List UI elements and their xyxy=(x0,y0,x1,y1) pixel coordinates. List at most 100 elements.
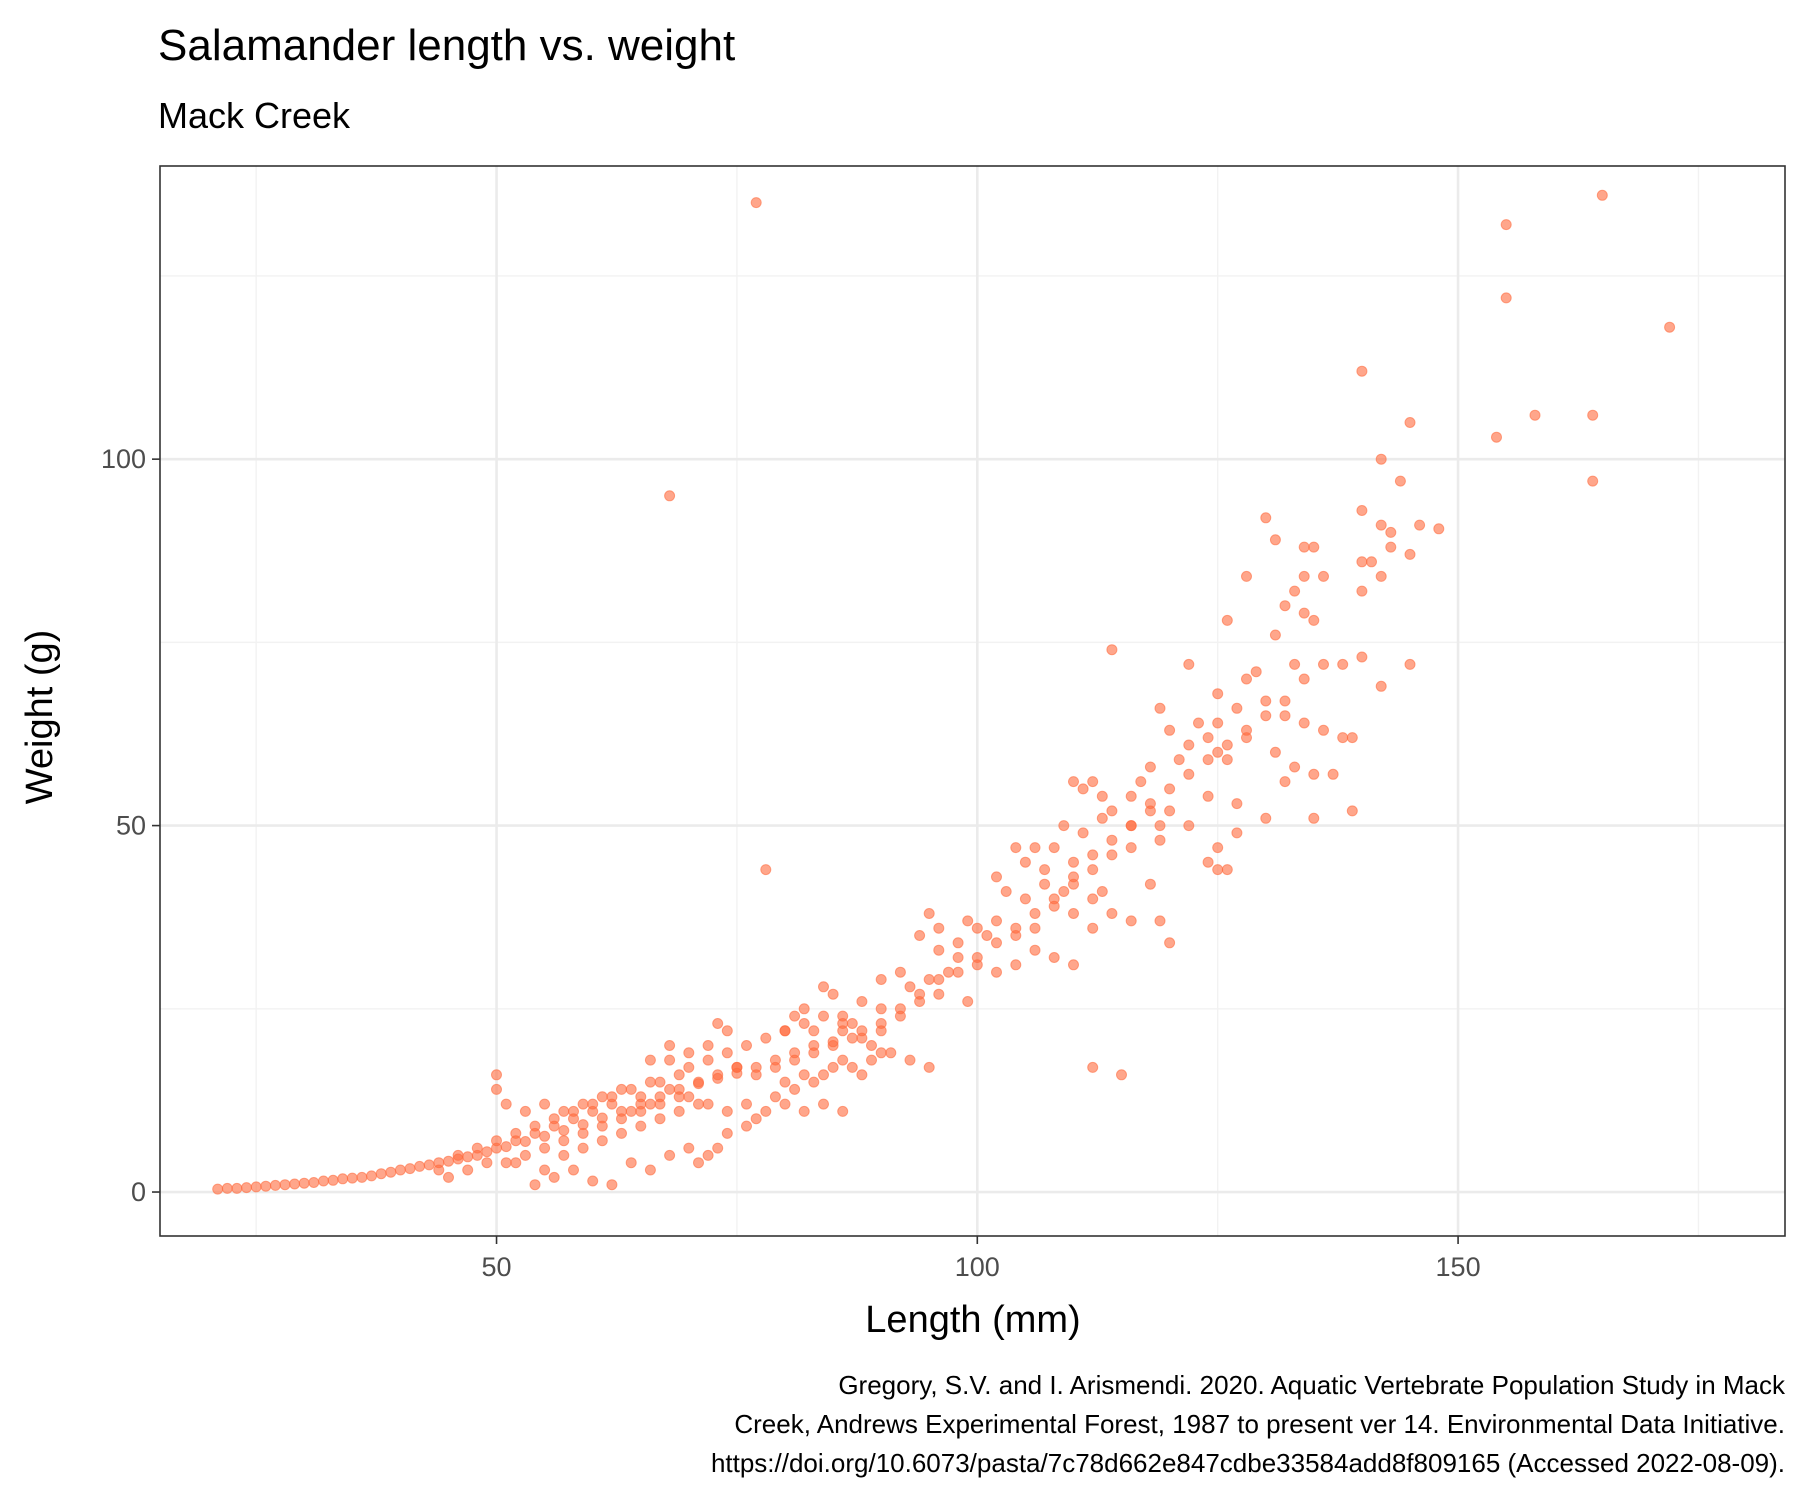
data-point xyxy=(779,1076,791,1088)
data-point xyxy=(1154,820,1166,832)
data-point xyxy=(856,996,868,1007)
data-point xyxy=(635,1120,647,1132)
data-point xyxy=(298,1177,310,1189)
data-point xyxy=(596,1135,608,1147)
data-point xyxy=(683,1142,695,1154)
data-point xyxy=(1433,523,1445,535)
x-axis: 50 100 150 xyxy=(482,1236,1481,1282)
data-point xyxy=(1241,673,1252,685)
data-point xyxy=(1221,754,1233,766)
data-point xyxy=(731,1067,743,1079)
data-point xyxy=(1154,915,1166,927)
data-point xyxy=(1058,886,1070,897)
data-point xyxy=(885,1047,897,1059)
data-point xyxy=(693,1157,704,1169)
data-point xyxy=(712,1142,724,1154)
data-point xyxy=(1125,842,1137,854)
data-point xyxy=(808,1040,820,1051)
data-point xyxy=(289,1178,301,1190)
data-point xyxy=(1202,790,1214,802)
data-point xyxy=(491,1083,502,1095)
data-point xyxy=(914,930,926,941)
data-point xyxy=(1587,409,1599,421)
data-point xyxy=(673,1069,685,1081)
data-point xyxy=(1106,849,1118,861)
data-point xyxy=(798,1003,810,1015)
data-point xyxy=(587,1098,599,1110)
data-point xyxy=(481,1157,493,1169)
data-point xyxy=(250,1181,262,1193)
data-point xyxy=(1260,710,1272,722)
data-point xyxy=(433,1164,445,1176)
data-point xyxy=(1173,754,1185,766)
x-tick-label: 100 xyxy=(955,1252,1000,1282)
data-point xyxy=(991,871,1002,883)
data-point xyxy=(1269,534,1281,546)
data-point xyxy=(664,1040,676,1051)
data-point xyxy=(683,1047,695,1059)
data-point xyxy=(894,1003,906,1015)
data-point xyxy=(923,908,935,919)
data-point xyxy=(702,1054,714,1066)
data-point xyxy=(221,1182,233,1194)
data-point xyxy=(1269,629,1281,641)
data-point xyxy=(231,1182,243,1194)
data-point xyxy=(1202,732,1214,744)
data-point xyxy=(1010,842,1022,854)
data-point xyxy=(1039,864,1051,876)
data-point xyxy=(1087,849,1099,861)
data-point xyxy=(875,1018,887,1029)
data-point xyxy=(683,1061,695,1073)
data-point xyxy=(558,1105,570,1117)
data-point xyxy=(894,966,906,978)
data-point xyxy=(1164,937,1176,949)
data-point xyxy=(1068,856,1079,868)
data-point xyxy=(721,1025,733,1037)
data-point xyxy=(1308,614,1320,626)
data-point xyxy=(1279,695,1291,707)
data-point xyxy=(327,1174,339,1186)
gridlines xyxy=(160,166,1785,1236)
data-point xyxy=(1404,658,1416,670)
data-point xyxy=(904,1054,916,1066)
data-point xyxy=(539,1098,551,1110)
data-point xyxy=(904,981,916,993)
data-point xyxy=(991,966,1002,978)
data-point xyxy=(1664,321,1676,333)
data-point xyxy=(1404,417,1416,428)
data-point xyxy=(1221,739,1233,751)
data-point xyxy=(1087,864,1099,876)
data-point xyxy=(1596,189,1608,201)
data-point xyxy=(760,1105,772,1117)
data-point xyxy=(548,1113,560,1125)
data-point xyxy=(971,952,983,963)
data-point xyxy=(1231,798,1243,810)
data-point xyxy=(491,1135,502,1147)
data-point xyxy=(1356,651,1368,663)
data-point xyxy=(1087,922,1099,934)
data-point xyxy=(846,1032,858,1044)
data-point xyxy=(1366,556,1377,568)
data-point xyxy=(721,1127,733,1139)
data-point xyxy=(318,1175,329,1187)
data-point xyxy=(750,1113,762,1125)
data-point xyxy=(1337,658,1349,670)
data-point xyxy=(1096,812,1108,824)
data-point xyxy=(760,864,772,876)
data-point xyxy=(750,1061,762,1073)
data-point xyxy=(500,1141,512,1153)
data-point xyxy=(1279,776,1291,788)
data-point xyxy=(616,1127,627,1139)
data-point xyxy=(385,1166,397,1178)
data-point xyxy=(779,1025,791,1037)
data-point xyxy=(693,1078,704,1090)
data-point xyxy=(1029,922,1041,934)
data-point xyxy=(789,1047,801,1059)
data-point xyxy=(1202,754,1214,766)
data-point xyxy=(1308,768,1320,780)
data-point xyxy=(1183,768,1195,780)
data-point xyxy=(414,1160,426,1172)
y-tick-label: 0 xyxy=(131,1177,146,1207)
data-point xyxy=(866,1040,877,1051)
data-point xyxy=(808,1025,820,1037)
